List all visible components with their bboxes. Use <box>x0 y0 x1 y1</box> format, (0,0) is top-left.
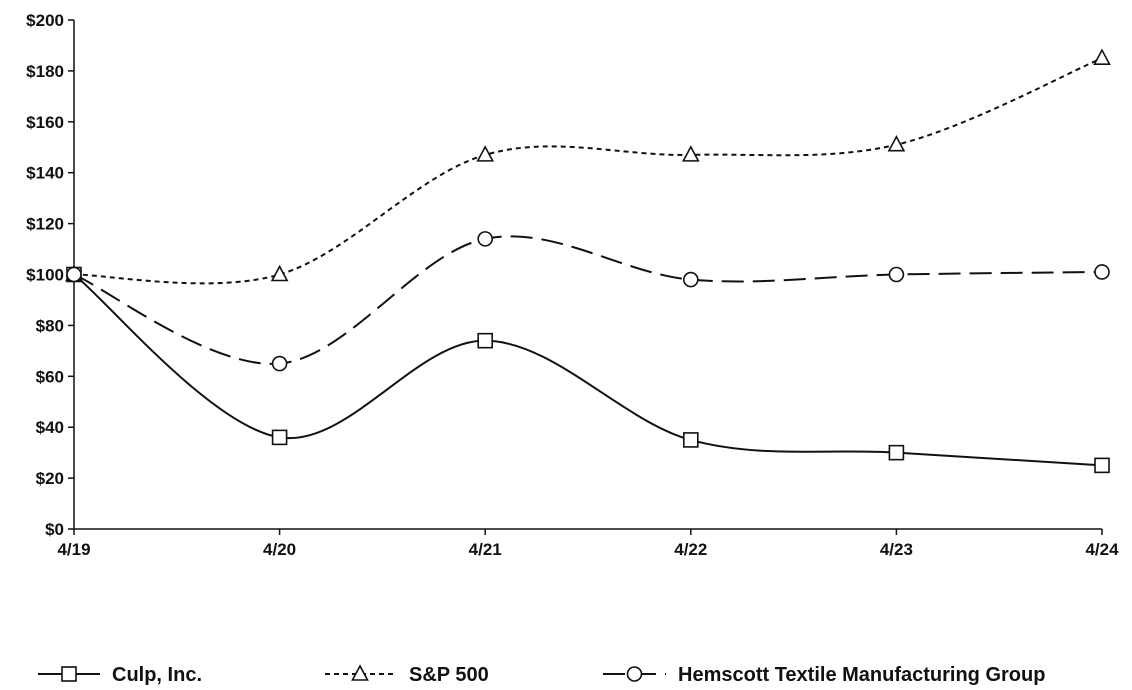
y-tick-label: $0 <box>45 520 64 539</box>
legend-item-sp500: S&P 500 <box>325 664 489 686</box>
data-point-culp <box>682 432 699 448</box>
y-tick-label: $140 <box>26 164 64 183</box>
series-lines <box>73 57 1103 467</box>
legend: Culp, Inc. S&P 500 Hemscott Textile Manufa… <box>38 664 1045 686</box>
legend-marker-sp500 <box>351 664 369 681</box>
data-point-hemscott <box>1094 264 1110 280</box>
y-tick-label: $80 <box>36 316 64 335</box>
legend-label-hemscott: Hemscott Textile Manufacturing Group <box>678 664 1045 686</box>
data-point-sp500 <box>887 135 906 152</box>
y-tick-label: $160 <box>26 113 64 132</box>
x-tick-label: 4/24 <box>1085 540 1119 559</box>
y-tick-label: $200 <box>26 11 64 30</box>
legend-item-hemscott: Hemscott Textile Manufacturing Group <box>603 664 1045 686</box>
x-tick-label: 4/21 <box>469 540 502 559</box>
x-tick-label: 4/19 <box>57 540 90 559</box>
axes: $0 $20 $40 $60 $80 $100 $120 $140 $160 $180 $200 4… <box>26 11 1119 559</box>
series-line-hemscott <box>73 235 1103 365</box>
series-markers <box>65 48 1111 474</box>
data-point-hemscott <box>66 266 82 283</box>
x-axis-ticks: 4/19 4/20 4/21 4/22 4/23 4/24 <box>57 529 1119 559</box>
y-tick-label: $100 <box>26 266 64 285</box>
data-point-hemscott <box>682 271 699 288</box>
data-point-culp <box>271 429 288 446</box>
legend-label-culp: Culp, Inc. <box>112 664 202 686</box>
legend-item-culp: Culp, Inc. <box>38 664 202 686</box>
data-point-sp500 <box>1093 48 1111 65</box>
data-point-culp <box>888 444 905 461</box>
x-tick-label: 4/20 <box>263 540 296 559</box>
data-point-hemscott <box>888 266 905 283</box>
y-tick-label: $60 <box>36 367 64 386</box>
y-tick-label: $120 <box>26 215 64 234</box>
y-tick-label: $40 <box>36 418 64 437</box>
data-point-hemscott <box>271 355 288 372</box>
y-tick-label: $20 <box>36 469 64 488</box>
y-tick-label: $180 <box>26 62 64 81</box>
legend-label-sp500: S&P 500 <box>409 664 489 686</box>
y-axis-ticks: $0 $20 $40 $60 $80 $100 $120 $140 $160 $180 $200 <box>26 11 74 539</box>
x-tick-label: 4/22 <box>674 540 707 559</box>
data-point-sp500 <box>681 145 700 162</box>
data-point-culp <box>1094 457 1110 474</box>
data-point-sp500 <box>476 145 495 162</box>
legend-marker-hemscott <box>626 666 643 682</box>
legend-marker-culp <box>61 666 77 682</box>
series-line-sp500 <box>73 57 1103 285</box>
data-point-sp500 <box>270 264 289 282</box>
data-point-hemscott <box>477 231 494 247</box>
data-point-culp <box>477 332 494 349</box>
series-line-culp <box>73 273 1103 467</box>
x-tick-label: 4/23 <box>880 540 913 559</box>
